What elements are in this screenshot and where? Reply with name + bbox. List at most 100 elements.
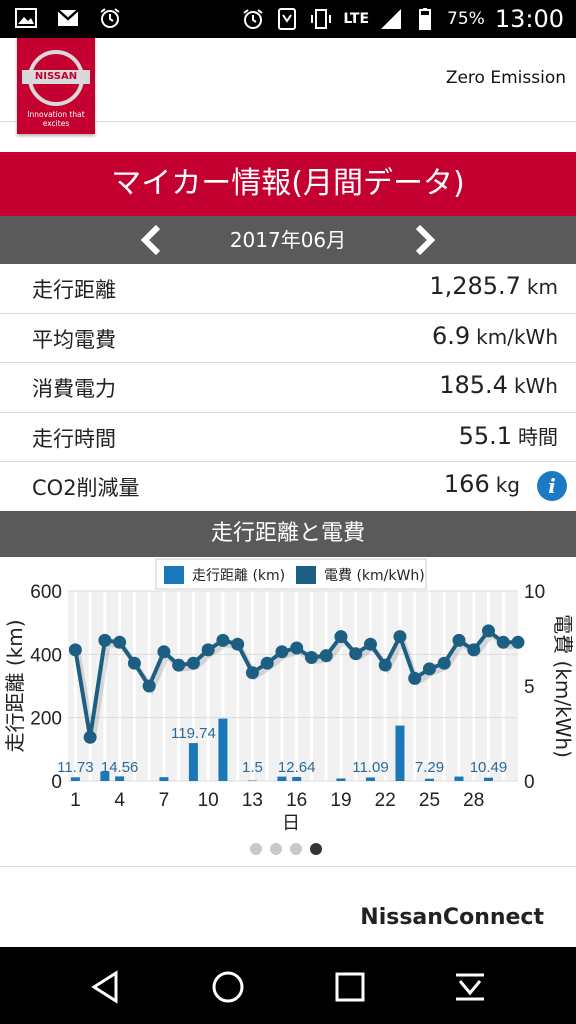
back-icon[interactable]: [86, 967, 126, 1007]
previous-month-button[interactable]: [136, 224, 168, 256]
efficiency-point: [275, 645, 289, 659]
divider: [0, 866, 576, 867]
chart-title: 走行距離と電費: [0, 511, 576, 557]
alarm-icon: [243, 9, 263, 29]
distance-bar: [424, 778, 434, 781]
stat-label: 平均電費: [32, 327, 116, 352]
stat-label: 走行距離: [32, 278, 116, 302]
battery-icon: [419, 8, 432, 30]
nissan-tagline: Innovation that excites: [27, 110, 85, 128]
x-tick-label: 1: [70, 790, 81, 811]
current-month: 2017年06月: [229, 228, 347, 252]
next-month-button[interactable]: [408, 224, 440, 256]
x-axis-label: 日: [282, 813, 300, 834]
efficiency-point: [245, 666, 259, 680]
efficiency-point: [201, 643, 215, 657]
distance-bar: [188, 743, 198, 781]
y-left-tick-label: 400: [30, 645, 62, 666]
efficiency-point: [467, 643, 481, 657]
efficiency-point: [142, 679, 156, 693]
stat-label: 走行時間: [32, 426, 116, 451]
pager-dot[interactable]: [270, 843, 282, 855]
stat-label: CO2削減量: [32, 476, 140, 500]
efficiency-point: [319, 649, 333, 663]
efficiency-point: [437, 656, 451, 670]
x-tick-label: 22: [375, 790, 396, 811]
bar-data-label: 11.09: [352, 759, 388, 776]
distance-bar: [336, 778, 346, 781]
nissanconnect-logo: NissanConnect: [360, 905, 544, 930]
pager-dots: [250, 843, 322, 855]
y-left-tick-label: 0: [51, 772, 62, 793]
y-right-axis-label: 電費 (km/kWh): [551, 614, 575, 758]
distance-bar: [218, 718, 228, 781]
efficiency-point: [290, 641, 304, 655]
stat-label: 消費電力: [32, 377, 116, 401]
zero-emission-logo: Zero Emission: [445, 68, 566, 88]
app-header: NISSAN Innovation that excites Zero Emis…: [0, 38, 576, 134]
legend-box: [155, 558, 427, 590]
efficiency-point: [260, 656, 274, 670]
hide-keyboard-icon[interactable]: [450, 967, 490, 1007]
y-right-tick-label: 0: [524, 772, 535, 793]
distance-bar: [159, 777, 169, 781]
stat-value: 185.4 kWh: [439, 371, 558, 399]
bar-data-label: 14.56: [101, 759, 139, 776]
efficiency-point: [83, 730, 97, 744]
bar-data-label: 10.49: [470, 759, 508, 776]
pager-dot[interactable]: [250, 843, 262, 855]
efficiency-point: [393, 630, 407, 644]
efficiency-point: [481, 624, 495, 638]
nissan-logo: NISSAN Innovation that excites: [17, 38, 95, 134]
legend-swatch-distance: [164, 566, 184, 584]
distance-bar: [100, 771, 110, 781]
x-tick-label: 4: [114, 790, 125, 811]
recent-apps-icon[interactable]: [330, 967, 370, 1007]
efficiency-point: [349, 647, 363, 661]
nfc-icon: [278, 8, 297, 30]
y-left-tick-label: 600: [30, 582, 62, 603]
efficiency-point: [98, 633, 112, 647]
x-tick-label: 13: [242, 790, 263, 811]
bar-data-label: 1.5: [242, 759, 263, 776]
legend-label: 電費 (km/kWh): [324, 568, 425, 584]
bar-data-label: 7.29: [415, 759, 444, 776]
x-tick-label: 28: [463, 790, 484, 811]
distance-efficiency-chart[interactable]: 0 200 400 600 0 5 10 1 4 7 10 13 16 19 22 25 28 日 走行距離 (km…: [0, 557, 576, 837]
y-right-tick-label: 10: [524, 582, 545, 603]
y-right-tick-label: 5: [524, 677, 535, 698]
distance-bar: [365, 777, 375, 781]
efficiency-point: [127, 656, 141, 670]
efficiency-point: [363, 637, 377, 651]
efficiency-point: [496, 635, 510, 649]
stat-value: 1,285.7 km: [429, 272, 558, 300]
bar-data-label: 12.64: [278, 759, 316, 776]
efficiency-point: [422, 662, 436, 676]
efficiency-point: [231, 637, 245, 651]
pager-dot[interactable]: [290, 843, 302, 855]
clock: 13:00: [494, 5, 564, 33]
pager-dot-active[interactable]: [310, 843, 322, 855]
stat-row-efficiency: 平均電費 6.9 km/kWh: [0, 314, 576, 363]
info-icon[interactable]: i: [537, 471, 567, 501]
distance-bar: [70, 777, 80, 781]
home-icon[interactable]: [208, 967, 248, 1007]
distance-bar: [277, 776, 287, 781]
distance-bar: [483, 777, 493, 781]
gmail-icon: [57, 9, 79, 26]
vibrate-icon: [311, 9, 332, 29]
efficiency-point: [378, 658, 392, 672]
efficiency-point: [334, 630, 348, 644]
page-title: マイカー情報(月間データ): [0, 152, 576, 216]
bar-data-label: 11.73: [57, 759, 93, 776]
efficiency-point: [113, 635, 127, 649]
stat-row-distance: 走行距離 1,285.7 km: [0, 264, 576, 314]
distance-bar: [115, 776, 125, 781]
distance-bar: [395, 725, 405, 781]
distance-bar: [292, 776, 302, 781]
signal-icon: [381, 9, 402, 29]
efficiency-point: [68, 643, 82, 657]
y-left-axis-label: 走行距離 (km): [3, 619, 27, 752]
stat-value: 166 kg: [443, 470, 520, 498]
efficiency-point: [304, 651, 318, 664]
